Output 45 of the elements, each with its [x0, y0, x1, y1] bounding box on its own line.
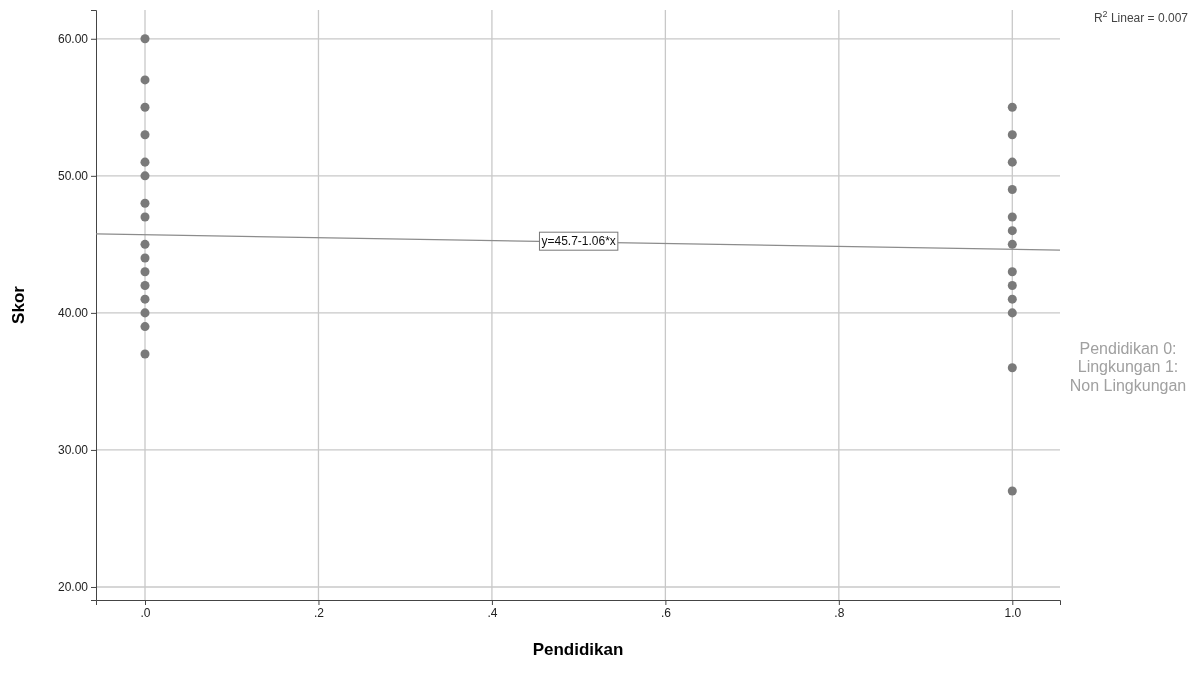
text: Pendidikan 0: Lingkungan 1: Non Lingkungan	[1069, 339, 1187, 394]
point	[1007, 239, 1017, 249]
point	[1007, 185, 1017, 195]
point	[140, 212, 150, 222]
point	[140, 34, 150, 44]
point	[140, 198, 150, 208]
x-axis-title: Pendidikan	[532, 640, 624, 659]
point	[140, 349, 150, 359]
x-tick-label: .4	[487, 605, 498, 620]
x-tick-label: .2	[313, 605, 325, 620]
y-tick-label: 20.00	[57, 580, 89, 595]
point	[140, 130, 150, 140]
point	[1007, 280, 1017, 290]
point	[1007, 486, 1017, 496]
point	[1007, 363, 1017, 373]
point	[1007, 102, 1017, 112]
point	[140, 157, 150, 167]
point	[140, 294, 150, 304]
y-tick-label: 60.00	[57, 32, 89, 47]
point	[140, 322, 150, 332]
annotation: y=45.7-1.06*x	[541, 234, 616, 249]
point	[140, 253, 150, 263]
y-tick-label: 50.00	[57, 169, 89, 184]
point	[140, 75, 150, 85]
x-tick-label: 1.0	[1004, 605, 1022, 620]
point	[1007, 212, 1017, 222]
y-axis-title: Skor	[9, 285, 28, 324]
x-tick-label: .6	[660, 605, 672, 620]
point	[1007, 267, 1017, 277]
point	[1007, 226, 1017, 236]
point	[140, 171, 150, 181]
point	[140, 239, 150, 249]
text: R$^{2}$ Linear = 0.007	[1093, 9, 1189, 25]
point	[1007, 308, 1017, 318]
point	[140, 102, 150, 112]
point	[1007, 157, 1017, 167]
y-tick-label: 40.00	[57, 306, 89, 321]
x-tick-label: .0	[140, 605, 151, 620]
y-tick-label: 30.00	[57, 443, 89, 458]
point	[1007, 130, 1017, 140]
point	[140, 308, 150, 318]
point	[140, 267, 150, 277]
x-tick-label: .8	[834, 605, 845, 620]
point	[140, 280, 150, 290]
point	[1007, 294, 1017, 304]
